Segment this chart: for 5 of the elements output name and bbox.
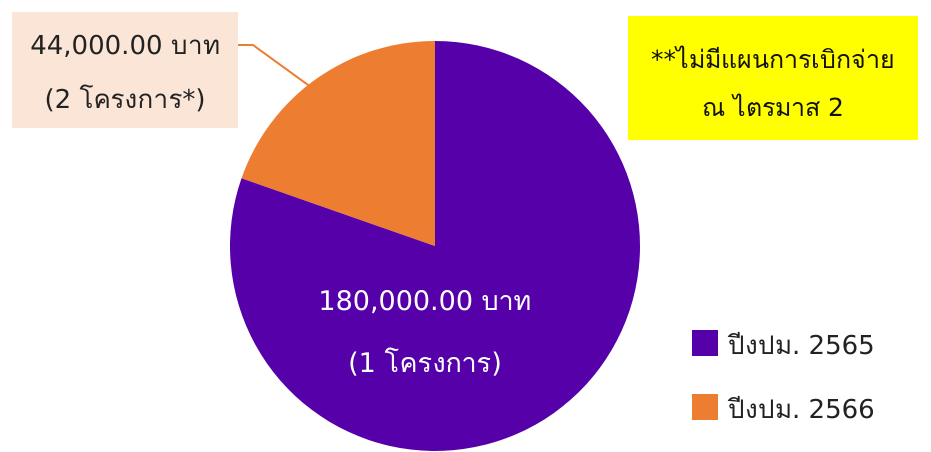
data-label: 180,000.00 บาท (1 โครงการ) — [318, 286, 532, 379]
data-label: 44,000.00 บาท (2 โครงการ*) — [30, 31, 220, 115]
legend-label: ปีงปม. 2566 — [727, 395, 875, 425]
text: **ไม่มีแผนการเบิกจ่าย ณ ไตรมาส 2 — [651, 45, 895, 122]
legend-label: ปีงปม. 2565 — [727, 331, 875, 361]
